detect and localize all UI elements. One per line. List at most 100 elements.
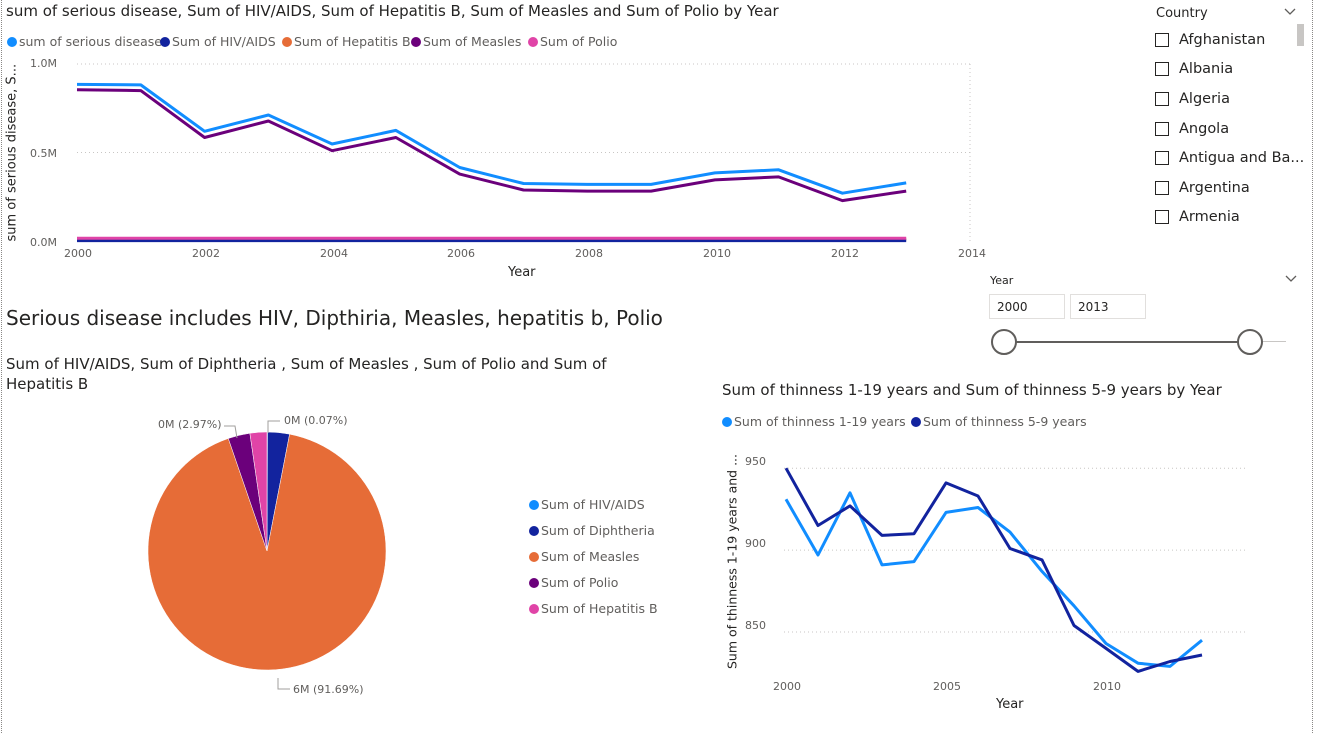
legend-label: Sum of Hepatitis B <box>541 601 658 616</box>
year-slider-track-tail <box>1262 341 1286 342</box>
thinness-x-tick: 2010 <box>1093 680 1121 693</box>
legend-label: Sum of HIV/AIDS <box>541 497 645 512</box>
top-series-line-sum-of-measles <box>76 88 907 203</box>
top-chart-title: sum of serious disease, Sum of HIV/AIDS,… <box>6 2 779 20</box>
top-legend-item-hiv[interactable]: Sum of HIV/AIDS <box>160 34 276 49</box>
country-option-label: Armenia <box>1179 209 1240 225</box>
pie-leader-line <box>277 678 290 690</box>
thinness-x-axis-title: Year <box>996 697 1024 712</box>
country-option[interactable]: Albania <box>1155 58 1233 80</box>
thinness-chart-title: Sum of thinness 1-19 years and Sum of th… <box>722 381 1222 399</box>
legend-label: Sum of Diphtheria <box>541 523 655 538</box>
pie-leader-line <box>224 425 238 439</box>
year-start-input[interactable]: 2000 <box>989 294 1065 319</box>
country-option[interactable]: Afghanistan <box>1155 29 1265 51</box>
pie-chart-title: Sum of HIV/AIDS, Sum of Diphtheria , Sum… <box>6 355 607 393</box>
pie-label-small-right: 0M (0.07%) <box>284 414 348 427</box>
thinness-chart-plot <box>784 467 1245 673</box>
pie-plot <box>147 420 387 690</box>
thinness-y-tick: 850 <box>745 619 766 632</box>
legend-dot-icon <box>722 417 732 427</box>
top-y-tick: 1.0M <box>30 57 57 70</box>
legend-dot-icon <box>529 500 539 510</box>
canvas-right-border <box>1312 0 1313 733</box>
country-option-label: Afghanistan <box>1179 32 1266 48</box>
legend-dot-icon <box>529 604 539 614</box>
checkbox[interactable] <box>1155 62 1169 76</box>
top-x-tick: 2010 <box>703 247 731 260</box>
year-slicer-header: Year <box>990 274 1014 287</box>
top-series-line-sum-of-serious-disease <box>76 82 907 195</box>
pie-legend-item-hepatitis[interactable]: Sum of Hepatitis B <box>529 601 658 616</box>
top-chart-plot <box>76 63 971 243</box>
top-legend-item-serious[interactable]: sum of serious disease <box>7 34 162 49</box>
top-x-tick: 2012 <box>831 247 859 260</box>
top-y-tick: 0.0M <box>30 236 57 249</box>
country-option-label: Antigua and Ba... <box>1179 150 1305 166</box>
thinness-legend-item-1-19[interactable]: Sum of thinness 1-19 years <box>722 414 906 429</box>
year-slider-start-handle[interactable] <box>991 329 1017 355</box>
country-option[interactable]: Armenia <box>1155 206 1240 228</box>
country-option[interactable]: Argentina <box>1155 177 1250 199</box>
country-option-label: Argentina <box>1179 180 1250 196</box>
pie-legend-item-hiv[interactable]: Sum of HIV/AIDS <box>529 497 645 512</box>
country-option[interactable]: Angola <box>1155 118 1229 140</box>
top-x-tick: 2008 <box>575 247 603 260</box>
legend-label: Sum of Polio <box>541 575 619 590</box>
pie-slice-sum-of-measles <box>147 433 387 671</box>
legend-label: Sum of Measles <box>423 34 522 49</box>
top-x-tick: 2014 <box>958 247 986 260</box>
legend-dot-icon <box>529 552 539 562</box>
thinness-series-line-sum-of-thinness-5-9-years <box>784 467 1203 673</box>
country-option[interactable]: Algeria <box>1155 88 1230 110</box>
pie-legend-item-diphtheria[interactable]: Sum of Diphtheria <box>529 523 655 538</box>
thinness-y-tick: 900 <box>745 537 766 550</box>
legend-dot-icon <box>160 37 170 47</box>
legend-dot-icon <box>911 417 921 427</box>
top-x-tick: 2000 <box>64 247 92 260</box>
legend-dot-icon <box>529 526 539 536</box>
legend-dot-icon <box>529 578 539 588</box>
checkbox[interactable] <box>1155 151 1169 165</box>
top-legend-item-measles[interactable]: Sum of Measles <box>411 34 521 49</box>
country-option[interactable]: Antigua and Ba... <box>1155 147 1304 169</box>
year-slider-track[interactable] <box>1004 341 1249 343</box>
top-x-tick: 2006 <box>447 247 475 260</box>
checkbox[interactable] <box>1155 122 1169 136</box>
checkbox[interactable] <box>1155 181 1169 195</box>
pie-legend-item-measles[interactable]: Sum of Measles <box>529 549 639 564</box>
top-y-tick: 0.5M <box>30 147 57 160</box>
legend-dot-icon <box>282 37 292 47</box>
thinness-legend-item-5-9[interactable]: Sum of thinness 5-9 years <box>911 414 1087 429</box>
legend-label: Sum of HIV/AIDS <box>172 34 276 49</box>
year-slider-end-handle[interactable] <box>1237 329 1263 355</box>
legend-dot-icon <box>7 37 17 47</box>
pie-legend-item-polio[interactable]: Sum of Polio <box>529 575 618 590</box>
checkbox[interactable] <box>1155 33 1169 47</box>
thinness-series-line-sum-of-thinness-1-19-years <box>784 491 1203 668</box>
year-end-input[interactable]: 2013 <box>1070 294 1146 319</box>
pie-label-small-left: 0M (2.97%) <box>158 418 222 431</box>
top-legend-item-hepatitis[interactable]: Sum of Hepatitis B <box>282 34 411 49</box>
serious-disease-note: Serious disease includes HIV, Dipthiria,… <box>6 306 663 330</box>
top-x-axis-title: Year <box>508 265 536 280</box>
country-option-label: Albania <box>1179 61 1234 77</box>
legend-label: Sum of thinness 5-9 years <box>923 414 1087 429</box>
pie-label-big: 6M (91.69%) <box>293 683 364 696</box>
country-option-label: Angola <box>1179 121 1230 137</box>
slicer-scrollbar-thumb[interactable] <box>1297 24 1304 46</box>
top-legend-item-polio[interactable]: Sum of Polio <box>528 34 617 49</box>
chevron-down-icon[interactable] <box>1285 274 1297 284</box>
pie-leader-line <box>267 420 280 433</box>
country-slicer-header: Country <box>1156 6 1208 21</box>
checkbox[interactable] <box>1155 92 1169 106</box>
checkbox[interactable] <box>1155 210 1169 224</box>
top-x-tick: 2004 <box>320 247 348 260</box>
legend-label: sum of serious disease <box>19 34 162 49</box>
chevron-down-icon[interactable] <box>1284 7 1296 17</box>
legend-dot-icon <box>411 37 421 47</box>
legend-label: Sum of thinness 1-19 years <box>734 414 906 429</box>
country-option-label: Algeria <box>1179 91 1230 107</box>
top-x-tick: 2002 <box>192 247 220 260</box>
